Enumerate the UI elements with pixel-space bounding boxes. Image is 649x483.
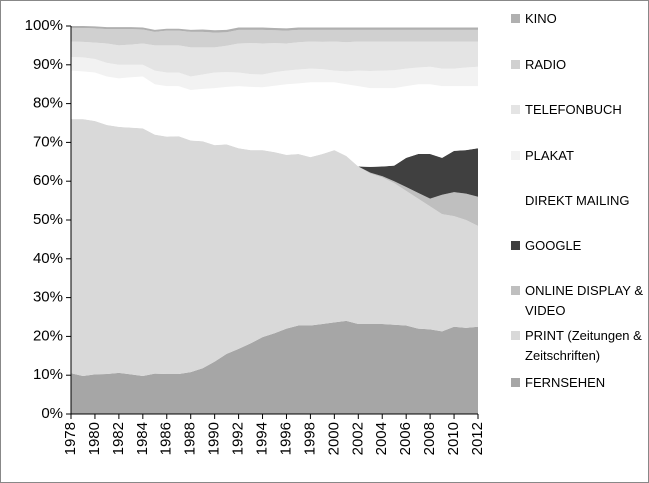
legend-swatch (511, 14, 520, 23)
legend-label: GOOGLE (525, 238, 582, 253)
x-tick-label: 1990 (206, 422, 223, 455)
x-tick-label: 1986 (158, 422, 175, 455)
legend-item: KINO (511, 9, 643, 29)
x-tick-label: 1984 (134, 422, 151, 455)
x-tick-label: 2006 (397, 422, 414, 455)
y-tick-label: 10% (33, 366, 63, 383)
x-tick-label: 1992 (230, 422, 247, 455)
legend-swatch (511, 60, 520, 69)
area (71, 57, 478, 91)
x-tick-label: 1980 (86, 422, 103, 455)
x-tick-label: 2000 (325, 422, 342, 455)
legend-label: ONLINE DISPLAY & VIDEO (525, 283, 644, 318)
area (71, 320, 478, 414)
legend-swatch (511, 378, 520, 387)
x-tick-label: 2010 (445, 422, 462, 455)
y-tick-label: 90% (33, 56, 63, 73)
area (71, 119, 478, 376)
legend-item: GOOGLE (511, 236, 643, 256)
legend-swatch (511, 196, 520, 205)
x-tick-label: 2008 (421, 422, 438, 455)
legend-label: DIREKT MAILING (525, 193, 630, 208)
y-tick-label: 50% (33, 211, 63, 228)
x-tick-label: 2004 (373, 422, 390, 455)
x-tick-label: 1982 (110, 422, 127, 455)
y-tick-label: 20% (33, 327, 63, 344)
x-tick-label: 1988 (182, 422, 199, 455)
legend-label: PLAKAT (525, 148, 574, 163)
legend-swatch (511, 286, 520, 295)
legend-label: FERNSEHEN (525, 375, 606, 390)
legend-label: RADIO (525, 57, 567, 72)
legend-item: PRINT (Zeitungen & Zeitschriften) (511, 326, 643, 366)
legend-item: RADIO (511, 55, 643, 75)
y-tick-label: 0% (41, 405, 63, 422)
legend-label: PRINT (Zeitungen & Zeitschriften) (525, 328, 642, 363)
area (71, 27, 478, 48)
legend-label: TELEFONBUCH (525, 102, 622, 117)
y-tick-label: 100% (25, 17, 63, 34)
area (71, 41, 478, 77)
legend-item: ONLINE DISPLAY & VIDEO (511, 281, 643, 321)
x-tick-label: 1978 (62, 422, 79, 455)
y-tick-label: 80% (33, 95, 63, 112)
y-tick-label: 30% (33, 289, 63, 306)
x-tick-label: 1994 (253, 422, 270, 455)
legend-item: FERNSEHEN (511, 373, 643, 393)
legend-swatch (511, 105, 520, 114)
x-tick-label: 1998 (301, 422, 318, 455)
legend-swatch (511, 241, 520, 250)
legend-swatch (511, 151, 520, 160)
area (71, 26, 478, 33)
x-tick-label: 2012 (469, 422, 486, 455)
y-tick-label: 70% (33, 133, 63, 150)
y-tick-label: 60% (33, 172, 63, 189)
legend-swatch (511, 331, 520, 340)
area (71, 70, 478, 167)
legend-item: TELEFONBUCH (511, 100, 643, 120)
x-tick-label: 2002 (349, 422, 366, 455)
area (71, 119, 478, 199)
legend-item: DIREKT MAILING (511, 191, 643, 211)
legend-label: KINO (525, 11, 557, 26)
x-tick-label: 1996 (277, 422, 294, 455)
legend-item: PLAKAT (511, 146, 643, 166)
y-tick-label: 40% (33, 250, 63, 267)
